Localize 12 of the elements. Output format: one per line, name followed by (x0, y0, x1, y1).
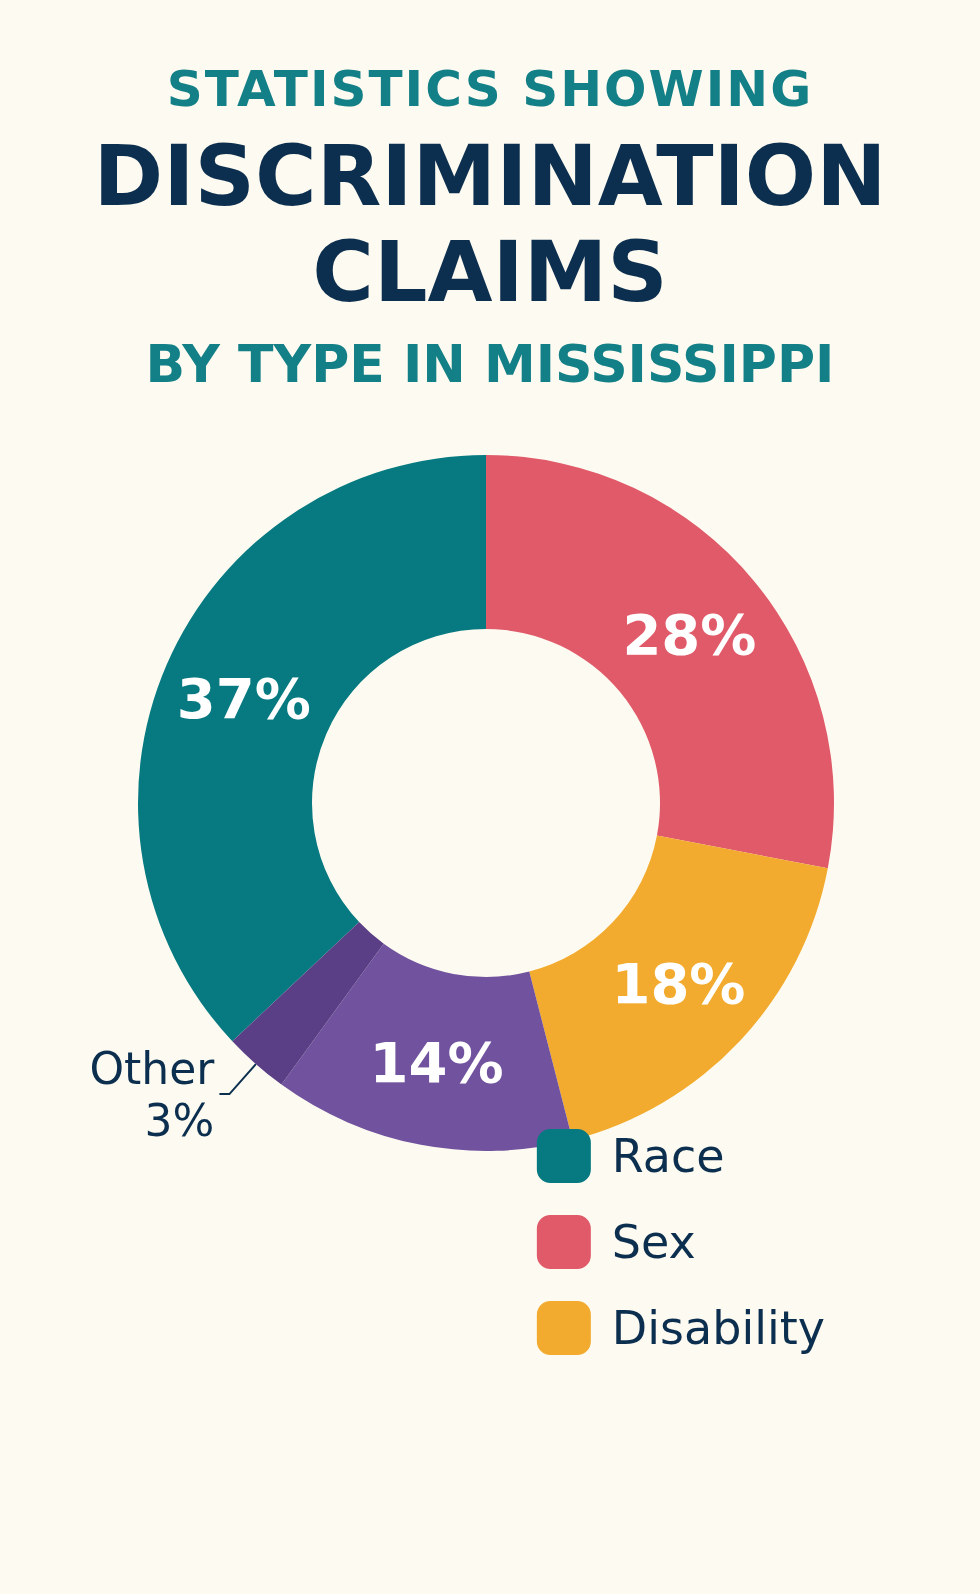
data-label: 14% (369, 1029, 504, 1095)
chart-subtitle: BY TYPE IN MISSISSIPPI (144, 334, 836, 394)
legend-label: Sex (611, 1215, 696, 1269)
data-label: 18% (611, 951, 746, 1017)
text: STATISTICS SHOWING (165, 60, 815, 118)
data-label: 28% (622, 602, 757, 668)
data-label: 37% (176, 665, 311, 731)
chart-title: DISCRIMINATION CLAIMS (92, 127, 888, 321)
legend-label: Disability (611, 1301, 825, 1355)
slice-label: Other (89, 1042, 216, 1094)
legend-label: Race (611, 1129, 725, 1183)
data-label: 3% (144, 1094, 215, 1146)
